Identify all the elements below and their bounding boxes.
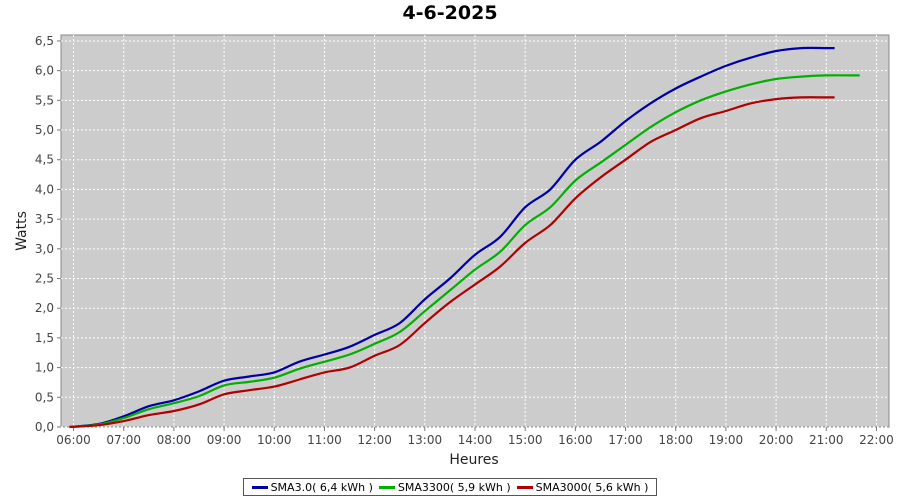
x-tick-label: 10:00 — [257, 433, 292, 447]
legend-item: SMA3000( 5,6 kWh ) — [516, 480, 649, 494]
y-tick-label: 6,5 — [35, 34, 54, 48]
legend-label: SMA3300( 5,9 kWh ) — [397, 480, 511, 494]
y-tick-label: 6,0 — [35, 64, 54, 78]
x-tick-label: 13:00 — [408, 433, 443, 447]
y-tick-label: 1,0 — [35, 361, 54, 375]
y-axis-label: Watts — [14, 211, 30, 251]
y-tick-label: 5,5 — [35, 93, 54, 107]
legend-label: SMA3.0( 6,4 kWh ) — [270, 480, 373, 494]
x-tick-label: 09:00 — [207, 433, 242, 447]
x-tick-label: 06:00 — [56, 433, 91, 447]
x-tick-label: 15:00 — [508, 433, 543, 447]
grid — [61, 35, 889, 428]
x-tick-label: 12:00 — [357, 433, 392, 447]
series-layer — [69, 46, 860, 429]
x-tick-label: 18:00 — [658, 433, 693, 447]
series-line-2 — [69, 96, 835, 429]
x-tick-label: 22:00 — [859, 433, 894, 447]
y-tick-label: 2,5 — [35, 272, 54, 286]
x-tick-label: 16:00 — [558, 433, 593, 447]
x-tick-label: 21:00 — [809, 433, 844, 447]
y-tick-label: 5,0 — [35, 123, 54, 137]
legend-swatch — [516, 485, 533, 489]
legend-swatch — [378, 485, 395, 489]
legend-swatch — [251, 485, 268, 489]
legend-item: SMA3300( 5,9 kWh ) — [378, 480, 511, 494]
x-tick-label: 19:00 — [709, 433, 744, 447]
chart-title: 4-6-2025 — [402, 2, 498, 24]
axes: 06:00 07:00 08:00 09:00 10:00 11:00 12:00 13:00… — [35, 34, 894, 447]
y-tick-label: 0,0 — [35, 420, 54, 434]
x-tick-label: 14:00 — [458, 433, 493, 447]
x-tick-label: 08:00 — [157, 433, 192, 447]
y-tick-label: 3,0 — [35, 242, 54, 256]
x-axis-label: Heures — [449, 452, 498, 468]
legend: SMA3.0( 6,4 kWh ) SMA3300( 5,9 kWh ) SMA30… — [243, 478, 657, 496]
y-tick-label: 1,5 — [35, 331, 54, 345]
series-line-1 — [69, 74, 860, 429]
x-tick-label: 17:00 — [608, 433, 643, 447]
y-tick-label: 3,5 — [35, 212, 54, 226]
y-tick-label: 4,0 — [35, 182, 54, 196]
x-tick-label: 07:00 — [106, 433, 141, 447]
legend-item: SMA3.0( 6,4 kWh ) — [251, 480, 373, 494]
legend-label: SMA3000( 5,6 kWh ) — [535, 480, 649, 494]
x-tick-label: 20:00 — [759, 433, 794, 447]
y-tick-label: 0,5 — [35, 390, 54, 404]
y-tick-label: 4,5 — [35, 153, 54, 167]
x-tick-label: 11:00 — [307, 433, 342, 447]
y-tick-label: 2,0 — [35, 301, 54, 315]
series-line-0 — [69, 46, 835, 429]
